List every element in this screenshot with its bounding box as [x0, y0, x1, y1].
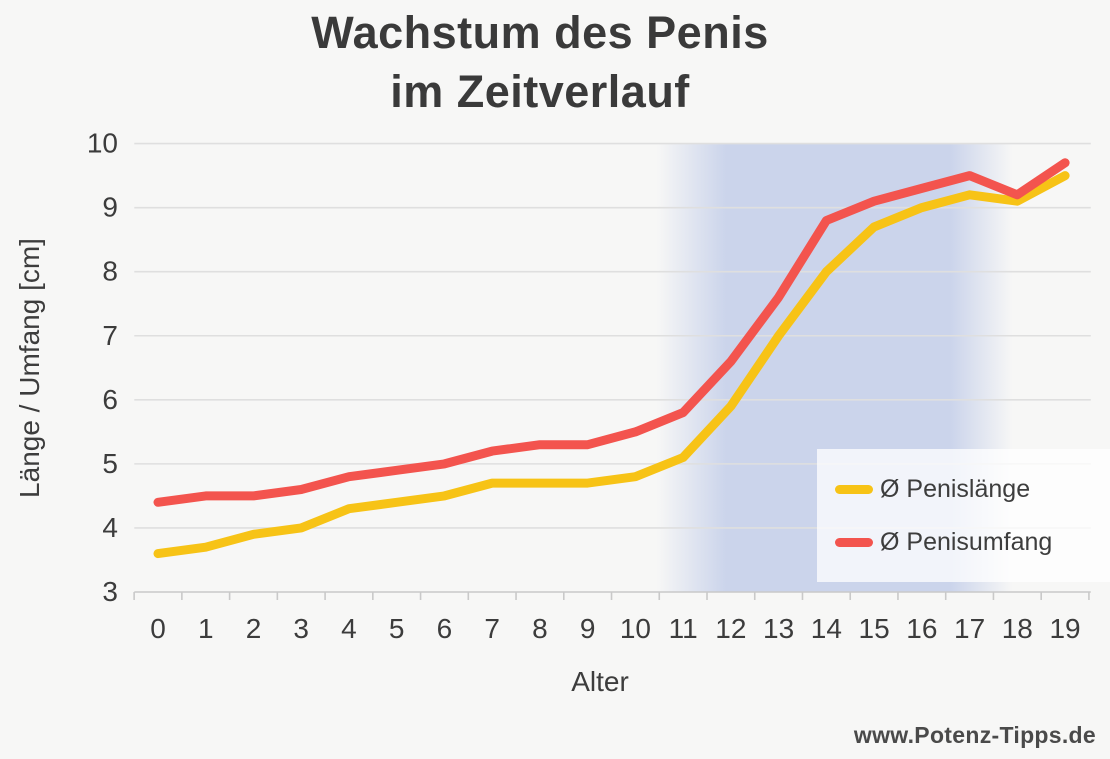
penisumfang-swatch-icon — [835, 537, 873, 547]
x-axis-title: Alter — [571, 666, 629, 697]
penislaenge-line — [153, 171, 1070, 559]
y-tick-label: 4 — [102, 512, 118, 543]
x-tick-label: 3 — [293, 613, 309, 644]
x-tick-label: 18 — [1002, 613, 1033, 644]
legend-item-penislaenge: Ø Penislänge — [835, 475, 1110, 504]
x-tick-label: 5 — [389, 613, 405, 644]
x-tick-label: 12 — [715, 613, 746, 644]
x-tick-label: 8 — [532, 613, 548, 644]
x-tick-label: 4 — [341, 613, 357, 644]
x-tick-label: 10 — [620, 613, 651, 644]
x-tick-label: 7 — [484, 613, 500, 644]
y-tick-label: 9 — [102, 192, 118, 223]
legend-label-penislaenge: Ø Penislänge — [880, 474, 1031, 503]
legend: Ø Penislänge Ø Penisumfang — [817, 449, 1110, 582]
watermark: www.Potenz-Tipps.de — [853, 722, 1096, 748]
penisumfang-line — [153, 158, 1070, 507]
x-tick-label: 11 — [669, 613, 698, 644]
x-tick-label: 6 — [437, 613, 453, 644]
x-tick-label: 16 — [906, 613, 937, 644]
chart-title: Wachstum des Penis im Zeitverlauf — [15, 4, 1065, 121]
penislaenge-swatch-icon — [835, 484, 873, 494]
y-tick-label: 5 — [102, 448, 118, 479]
x-tick-label: 17 — [954, 613, 985, 644]
legend-label-penisumfang: Ø Penisumfang — [880, 527, 1053, 556]
x-tick-label: 0 — [150, 613, 166, 644]
x-tick-label: 14 — [811, 613, 842, 644]
y-tick-label: 8 — [102, 256, 118, 287]
x-tick-label: 1 — [198, 613, 214, 644]
legend-item-penisumfang: Ø Penisumfang — [835, 528, 1110, 557]
x-tick-label: 2 — [246, 613, 262, 644]
y-tick-label: 7 — [102, 320, 118, 351]
y-axis-title: Länge / Umfang [cm] — [14, 238, 45, 498]
chart-title-line1: Wachstum des Penis — [311, 7, 769, 58]
y-tick-label: 3 — [102, 576, 118, 607]
x-tick-label: 9 — [580, 613, 596, 644]
x-tick-label: 13 — [763, 613, 794, 644]
chart-title-line2: im Zeitverlauf — [390, 65, 690, 117]
x-tick-label: 15 — [859, 613, 890, 644]
x-tick-label: 19 — [1049, 613, 1080, 644]
y-tick-label: 10 — [87, 128, 118, 159]
y-tick-label: 6 — [102, 384, 118, 415]
